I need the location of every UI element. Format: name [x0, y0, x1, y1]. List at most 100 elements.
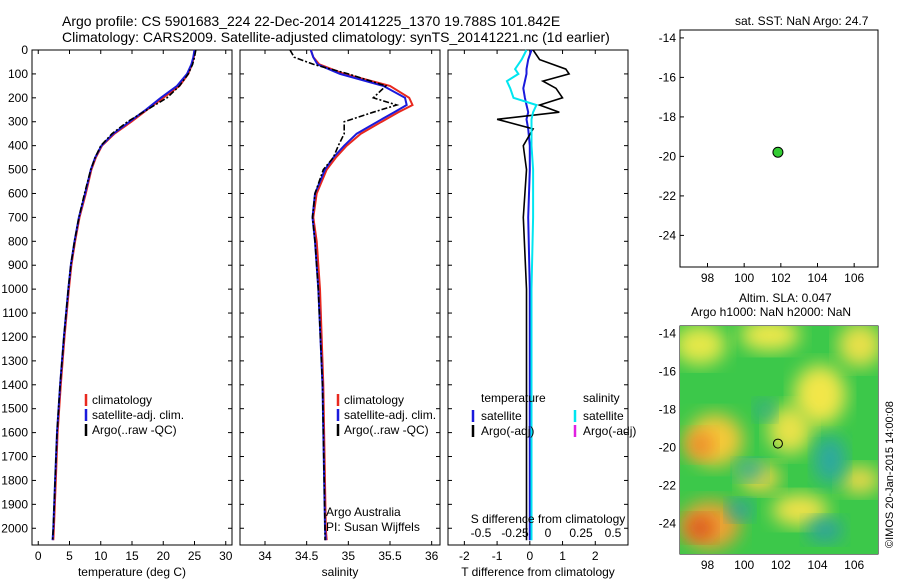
sla-anomaly-blob [838, 326, 878, 367]
sla-lat-label: -20 [659, 441, 677, 455]
temperature-xlabel: temperature (deg C) [78, 565, 186, 579]
depth-tick-label: 2000 [1, 521, 28, 535]
sla-lon-label: 100 [734, 558, 754, 572]
temperature-xtick-label: 20 [157, 549, 171, 563]
sla-anomaly-blob [814, 436, 846, 484]
depth-tick-label: 800 [8, 234, 28, 248]
diff-legend-label: Argo(-adj) [481, 424, 534, 438]
difference-xtick-label: 1 [559, 549, 566, 563]
sst-lat-label: -18 [659, 110, 677, 124]
difference-xtick-label: -1 [492, 549, 503, 563]
depth-tick-label: 0 [21, 43, 28, 57]
sst-title: sat. SST: NaN Argo: 24.7 [735, 14, 869, 28]
sla-anomaly-blob [772, 494, 828, 526]
annotation-pi: PI: Susan Wijffels [326, 520, 420, 534]
salinity-panel-frame [239, 49, 441, 546]
depth-tick-label: 100 [8, 67, 28, 81]
sla-lon-label: 106 [844, 558, 864, 572]
depth-tick-label: 600 [8, 186, 28, 200]
sla-anomaly-blob [686, 516, 714, 540]
depth-tick-label: 1400 [1, 378, 28, 392]
sla-anomaly-blob [736, 460, 764, 480]
sla-anomaly-blob [740, 326, 800, 351]
sst-lat-label: -16 [659, 70, 677, 84]
depth-tick-label: 900 [8, 258, 28, 272]
sla-lon-label: 102 [771, 558, 791, 572]
salinity-xtick-label: 34.5 [295, 549, 319, 563]
temperature-xtick-label: 5 [66, 549, 73, 563]
diff-s-tick-label: -0.25 [501, 526, 529, 540]
sla-anomaly-blob [686, 431, 714, 459]
diff-s-tick-label: 0.5 [605, 526, 622, 540]
depth-tick-label: 1800 [1, 473, 28, 487]
salinity-xtick-label: 34 [258, 549, 272, 563]
salinity-legend-label: satellite-adj. clim. [344, 408, 436, 422]
depth-tick-label: 1000 [1, 282, 28, 296]
temperature-xtick-label: 10 [94, 549, 108, 563]
diff-legend-label: satellite [583, 409, 624, 423]
sst-lon-label: 106 [844, 271, 864, 285]
difference-series-salinity-satellite [505, 49, 538, 541]
depth-tick-label: 300 [8, 115, 28, 129]
depth-tick-label: 1300 [1, 354, 28, 368]
difference-series-temperature-satellite [522, 49, 533, 541]
sla-anomaly-blob [807, 518, 843, 542]
depth-tick-label: 500 [8, 163, 28, 177]
sla-lat-label: -24 [659, 517, 677, 531]
temperature-xtick-label: 0 [35, 549, 42, 563]
difference-xlabel: T difference from climatology [461, 565, 615, 579]
diff-s-xlabel: S difference from climatology [471, 512, 626, 526]
depth-tick-label: 1700 [1, 450, 28, 464]
sst-lat-label: -14 [659, 31, 677, 45]
diff-legend-label: Argo(-adj) [583, 424, 636, 438]
diff-s-tick-label: 0.25 [569, 526, 593, 540]
sla-lat-label: -18 [659, 403, 677, 417]
depth-tick-label: 1100 [2, 306, 28, 320]
sla-anomaly-blob [755, 400, 775, 420]
depth-tick-label: 1900 [1, 497, 28, 511]
header-line-2: Climatology: CARS2009. Satellite-adjuste… [62, 29, 610, 45]
temperature-series-argo-raw-qc- [51, 49, 197, 541]
temperature-legend-label: satellite-adj. clim. [92, 408, 184, 422]
difference-xtick-label: 0 [526, 549, 533, 563]
diff-s-tick-label: -0.5 [471, 526, 492, 540]
salinity-xlabel: salinity [322, 565, 359, 579]
difference-series-temperature-argo-adj- [496, 49, 571, 541]
diff-s-tick-label: 0 [545, 526, 552, 540]
depth-tick-label: 700 [8, 210, 28, 224]
sst-lon-label: 104 [807, 271, 827, 285]
salinity-xtick-label: 35 [342, 549, 356, 563]
temperature-xtick-label: 25 [188, 549, 202, 563]
salinity-legend-label: climatology [344, 393, 404, 407]
salinity-series-argo-raw-qc- [289, 49, 400, 541]
sst-lat-label: -22 [659, 189, 677, 203]
temperature-xtick-label: 30 [219, 549, 233, 563]
sla-anomaly-blob [840, 466, 878, 494]
depth-tick-label: 1200 [1, 330, 28, 344]
temperature-legend-label: climatology [92, 393, 152, 407]
salinity-xtick-label: 36 [425, 549, 439, 563]
difference-xtick-label: -2 [459, 549, 470, 563]
difference-xtick-label: 2 [592, 549, 599, 563]
diff-legend-salinity-header: salinity [583, 391, 620, 405]
sla-anomaly-blob [768, 406, 812, 454]
depth-tick-label: 400 [8, 139, 28, 153]
salinity-legend-label: Argo(..raw -QC) [344, 423, 429, 437]
sla-lon-label: 98 [701, 558, 715, 572]
diff-legend-temperature-header: temperature [481, 391, 546, 405]
sst-lon-label: 102 [771, 271, 791, 285]
depth-tick-label: 200 [8, 91, 28, 105]
sst-lon-label: 100 [734, 271, 754, 285]
salinity-xtick-label: 35.5 [378, 549, 402, 563]
sla-lat-label: -16 [659, 365, 677, 379]
sst-lat-label: -20 [659, 149, 677, 163]
sla-lon-label: 104 [807, 558, 827, 572]
sla-title: Altim. SLA: 0.047 [739, 291, 832, 305]
annotation-institution: Argo Australia [326, 505, 401, 519]
header-line-1: Argo profile: CS 5901683_224 22-Dec-2014… [62, 13, 561, 29]
sla-argo-location-point [772, 438, 783, 449]
temperature-legend-label: Argo(..raw -QC) [92, 423, 177, 437]
temperature-panel-frame [31, 49, 233, 546]
sst-lon-label: 98 [701, 271, 715, 285]
